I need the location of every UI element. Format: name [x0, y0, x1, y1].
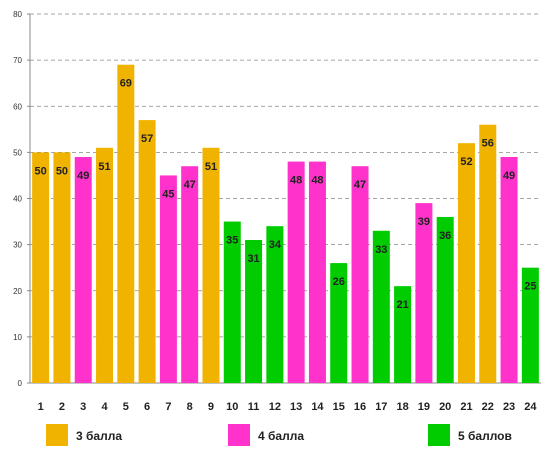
x-tick-label-15: 15	[333, 401, 345, 413]
y-tick-label-30: 30	[13, 241, 22, 250]
data-label-9: 51	[205, 161, 217, 173]
x-tick-label-24: 24	[524, 401, 537, 413]
data-label-19: 39	[418, 216, 430, 228]
data-label-21: 52	[460, 156, 472, 168]
x-tick-label-9: 9	[208, 401, 214, 413]
data-label-3: 49	[77, 170, 89, 182]
legend-swatch-5	[428, 424, 450, 446]
x-tick-label-20: 20	[439, 401, 451, 413]
data-label-11: 31	[247, 253, 259, 265]
bar-21	[457, 143, 475, 383]
legend-swatch-4	[228, 424, 250, 446]
legend: 3 балла 4 балла 5 баллов	[46, 424, 512, 446]
bar-20	[436, 216, 454, 383]
y-tick-label-70: 70	[13, 56, 22, 65]
legend-label-3: 3 балла	[76, 429, 122, 443]
gridlines	[30, 13, 541, 338]
y-tick-label-20: 20	[13, 287, 22, 296]
bar-16	[351, 166, 369, 383]
y-tick-label-50: 50	[13, 148, 22, 157]
bar-6	[138, 120, 156, 384]
x-tick-label-3: 3	[80, 401, 86, 413]
bar-11	[245, 240, 263, 383]
x-tick-label-4: 4	[101, 401, 108, 413]
y-tick-label-10: 10	[13, 333, 22, 342]
y-tick-label-60: 60	[13, 102, 22, 111]
legend-label-4: 4 балла	[258, 429, 304, 443]
x-tick-label-2: 2	[59, 401, 65, 413]
data-label-22: 56	[482, 138, 494, 150]
bar-1	[32, 152, 50, 383]
data-label-13: 48	[290, 175, 302, 187]
x-tick-label-11: 11	[248, 401, 260, 413]
bar-14	[308, 161, 326, 383]
data-label-23: 49	[503, 170, 515, 182]
legend-item-5: 5 баллов	[428, 424, 512, 446]
x-tick-label-16: 16	[354, 401, 366, 413]
data-label-2: 50	[56, 165, 68, 177]
x-tick-label-1: 1	[38, 401, 44, 413]
bar-23	[500, 156, 518, 383]
bar-13	[287, 161, 305, 383]
bar-2	[53, 152, 71, 383]
data-label-14: 48	[311, 175, 323, 187]
data-label-6: 57	[141, 133, 153, 145]
data-label-15: 26	[333, 276, 345, 288]
bar-5	[117, 64, 135, 384]
legend-item-3: 3 балла	[46, 424, 122, 446]
x-tick-label-14: 14	[311, 401, 324, 413]
bar-15	[330, 263, 348, 383]
x-tick-label-5: 5	[123, 401, 129, 413]
bar-22	[479, 124, 497, 383]
x-tick-label-17: 17	[375, 401, 387, 413]
bar-10	[223, 221, 241, 383]
data-label-17: 33	[375, 244, 387, 256]
x-tick-label-8: 8	[187, 401, 193, 413]
data-label-16: 47	[354, 179, 366, 191]
x-tick-label-13: 13	[290, 401, 302, 413]
data-label-20: 36	[439, 230, 451, 242]
x-tick-label-7: 7	[165, 401, 171, 413]
x-axis-ticks: 1 2 3 4 5 6 7 8 9 10 11 12 13 14 15 16 17 18 19 20 21 22 23 24	[38, 401, 538, 413]
bar-19	[415, 203, 433, 383]
y-tick-label-80: 80	[13, 10, 22, 19]
data-labels: 50 50 49 51 69 57 45 47 51 35 31 34 48 48 26 47 33 21 39 36…	[35, 78, 537, 311]
x-tick-label-10: 10	[226, 401, 238, 413]
bars	[32, 64, 539, 384]
data-label-4: 51	[98, 161, 110, 173]
legend-label-5: 5 баллов	[458, 429, 512, 443]
data-label-24: 25	[524, 281, 536, 293]
bar-24	[521, 267, 539, 383]
legend-item-4: 4 балла	[228, 424, 304, 446]
legend-swatch-3	[46, 424, 68, 446]
bar-7	[159, 175, 177, 383]
data-label-5: 69	[120, 78, 132, 90]
y-axis-ticks: 0 10 20 30 40 50 60 70 80	[13, 10, 30, 388]
bar-4	[96, 147, 114, 383]
x-tick-label-21: 21	[460, 401, 472, 413]
data-label-1: 50	[35, 165, 47, 177]
x-tick-label-19: 19	[418, 401, 430, 413]
bar-17	[372, 230, 390, 383]
y-tick-label-0: 0	[18, 379, 23, 388]
x-tick-label-22: 22	[482, 401, 494, 413]
bar-9	[202, 147, 220, 383]
bar-3	[74, 156, 92, 383]
bar-12	[266, 226, 284, 383]
x-tick-label-12: 12	[269, 401, 281, 413]
data-label-10: 35	[226, 235, 238, 247]
x-tick-label-18: 18	[396, 401, 408, 413]
data-label-8: 47	[184, 179, 196, 191]
x-tick-label-6: 6	[144, 401, 150, 413]
bar-18	[394, 286, 412, 383]
bar-8	[181, 166, 199, 383]
data-label-7: 45	[162, 188, 174, 200]
y-tick-label-40: 40	[13, 195, 22, 204]
x-tick-label-23: 23	[503, 401, 515, 413]
data-label-18: 21	[396, 299, 408, 311]
data-label-12: 34	[269, 239, 282, 251]
